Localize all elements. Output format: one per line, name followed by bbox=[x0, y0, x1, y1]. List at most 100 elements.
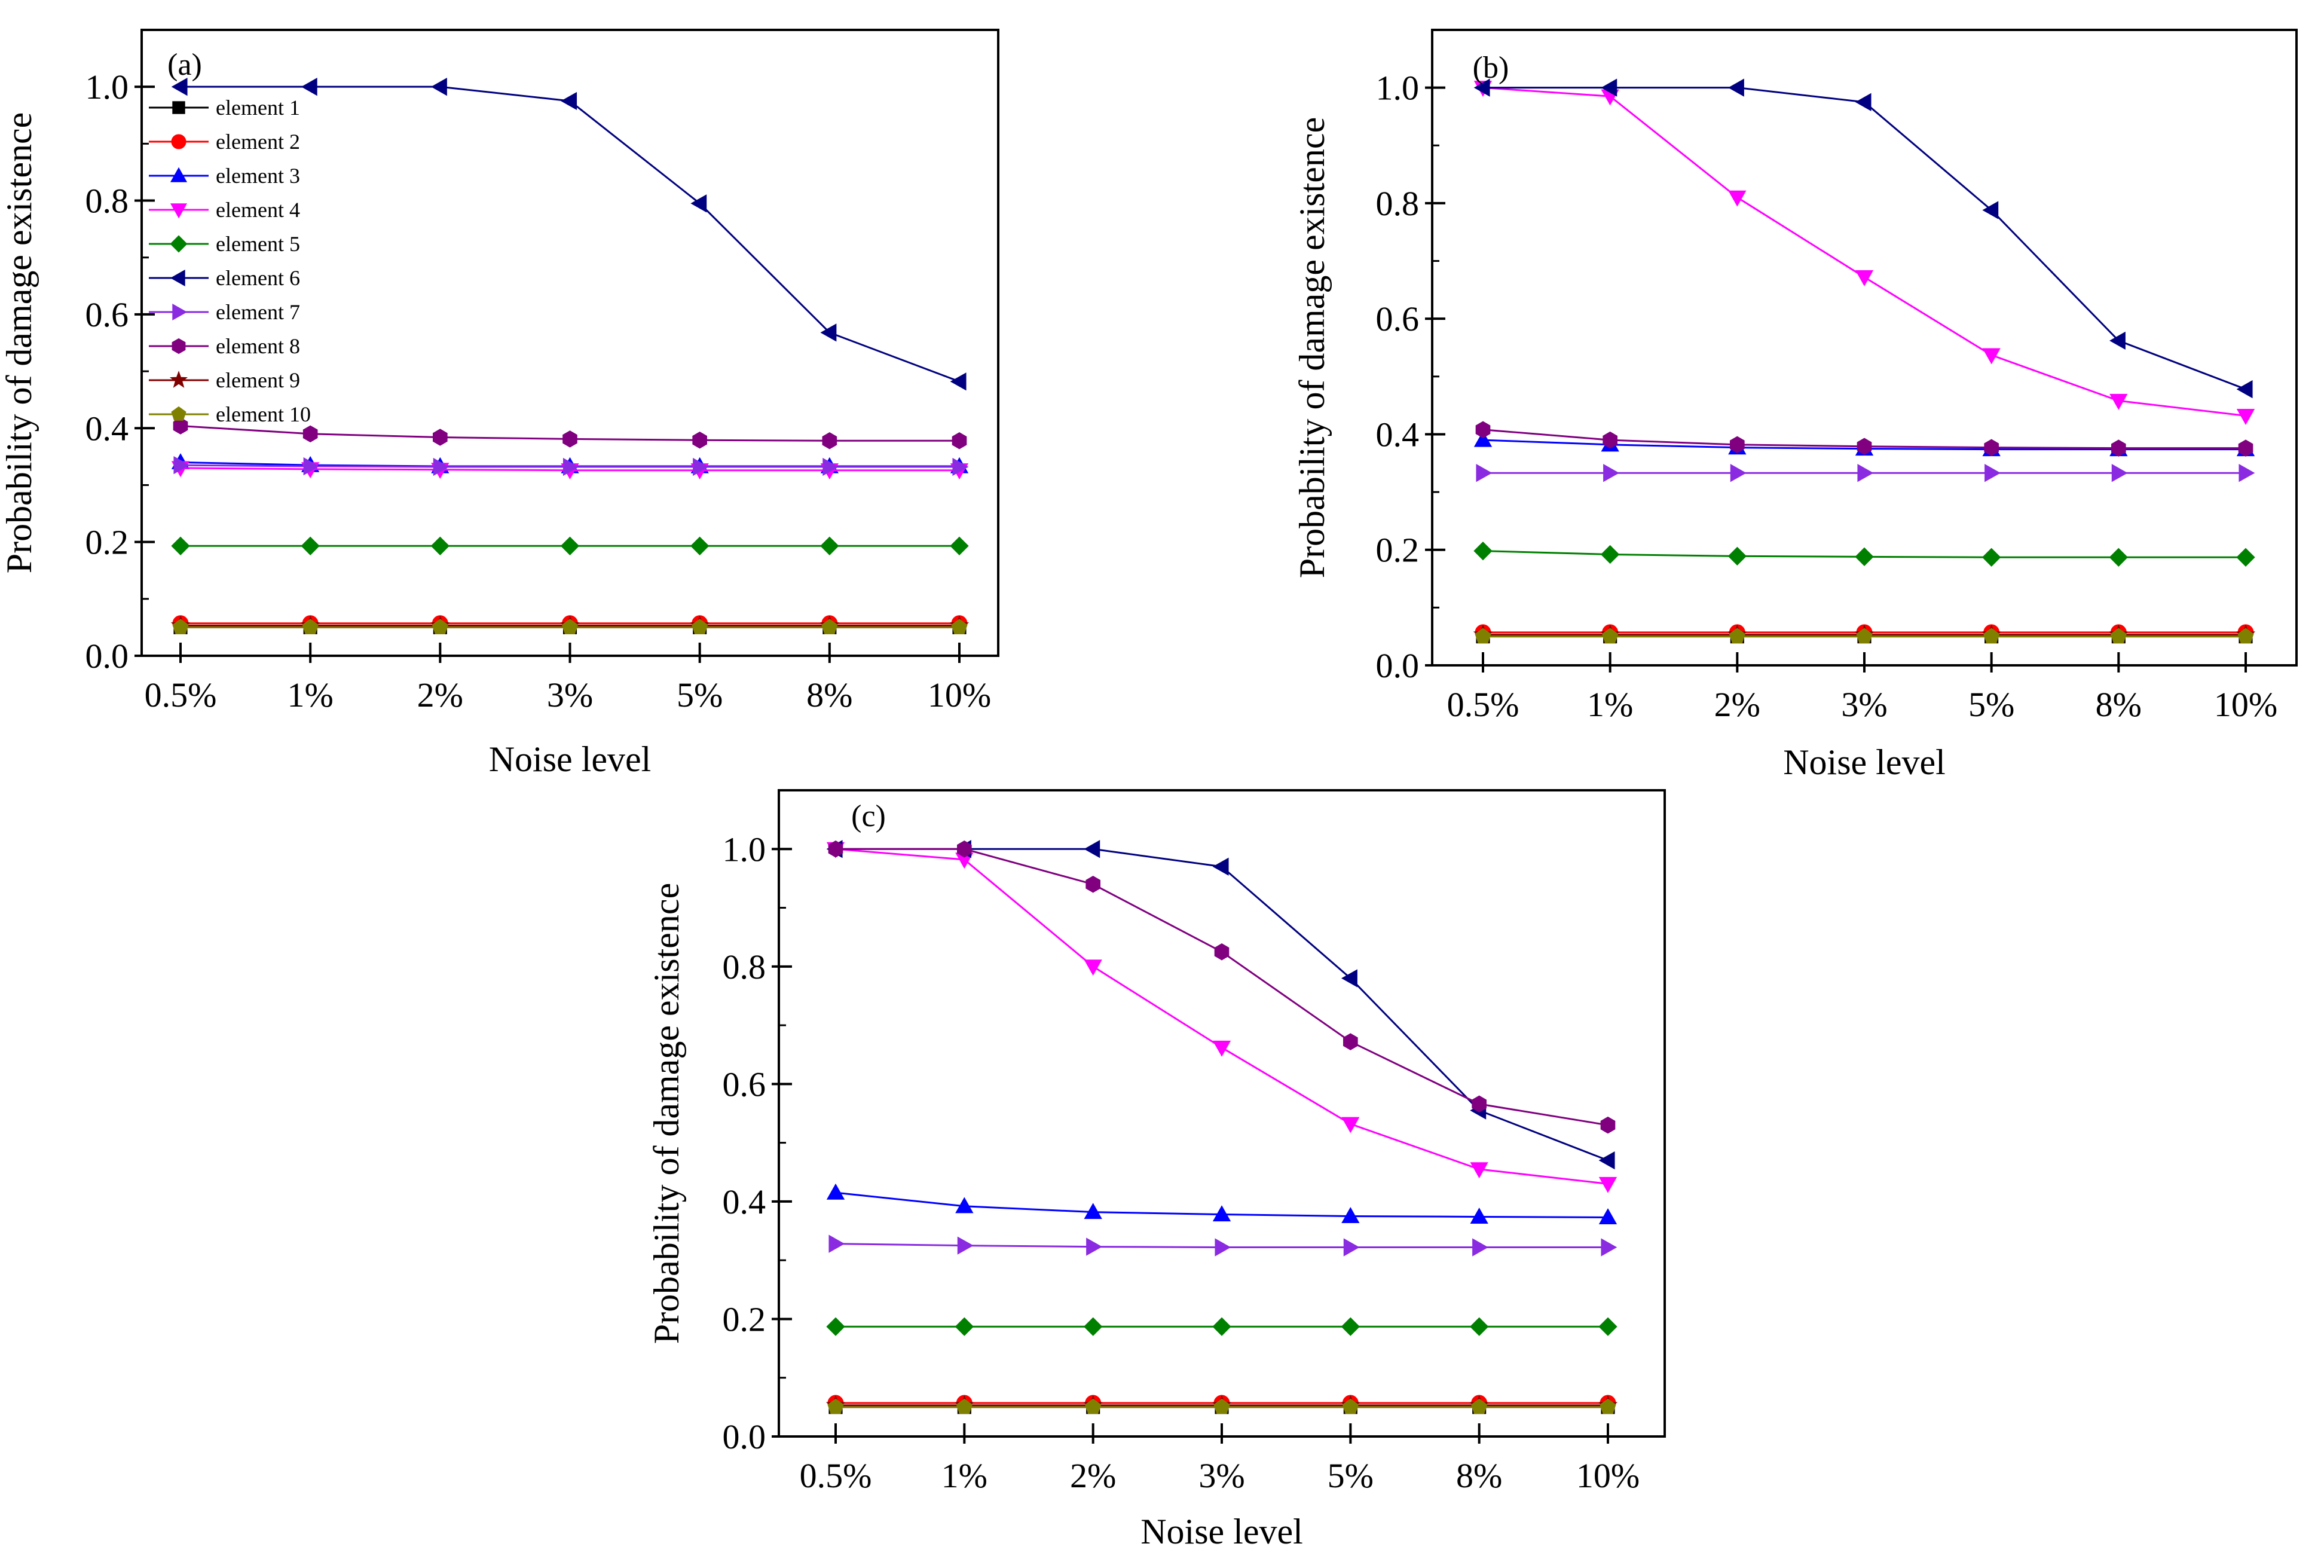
data-point-element-8-4 bbox=[1214, 943, 1230, 961]
y-axis-title: Probability of damage existence bbox=[0, 112, 39, 573]
data-point-element-4-6 bbox=[2109, 393, 2128, 410]
data-point-element-5-6 bbox=[2109, 548, 2128, 567]
x-tick-label: 8% bbox=[806, 676, 852, 714]
y-tick-label: 0.6 bbox=[723, 1065, 766, 1104]
panel-label: (b) bbox=[1473, 51, 1509, 85]
data-point-element-8-4 bbox=[1857, 438, 1872, 455]
data-point-element-4-3 bbox=[1084, 959, 1102, 976]
y-tick-label: 0.8 bbox=[85, 182, 129, 221]
legend-marker bbox=[170, 235, 188, 253]
legend-marker bbox=[171, 134, 186, 149]
data-point-element-8-5 bbox=[1343, 1033, 1358, 1050]
series-element-8 bbox=[828, 840, 1616, 1134]
data-point-element-7-1 bbox=[1476, 464, 1493, 482]
x-tick-label: 10% bbox=[928, 676, 991, 714]
series-element-10 bbox=[172, 619, 968, 634]
legend-marker bbox=[170, 203, 188, 219]
series-element-5 bbox=[1473, 542, 2255, 567]
x-tick-label: 0.5% bbox=[800, 1456, 872, 1495]
data-point-element-10-5 bbox=[1342, 1398, 1359, 1414]
data-point-element-6-4 bbox=[561, 91, 577, 111]
data-point-element-5-5 bbox=[1982, 548, 2001, 567]
x-tick-label: 3% bbox=[547, 676, 593, 714]
panel-label: (c) bbox=[851, 799, 886, 833]
y-tick-label: 0.0 bbox=[1376, 646, 1420, 685]
x-axis-title: Noise level bbox=[489, 739, 652, 779]
data-point-element-10-7 bbox=[1600, 1398, 1616, 1414]
data-point-element-7-2 bbox=[957, 1236, 974, 1255]
x-tick-label: 1% bbox=[941, 1456, 987, 1495]
data-point-element-7-1 bbox=[828, 1234, 845, 1253]
data-point-element-6-5 bbox=[1341, 969, 1357, 988]
data-point-element-7-6 bbox=[2111, 464, 2128, 482]
data-point-element-8-1 bbox=[173, 417, 188, 435]
legend-item-element-3: element 3 bbox=[149, 164, 300, 188]
series-element-3 bbox=[826, 1183, 1617, 1224]
data-point-element-10-3 bbox=[432, 619, 448, 634]
series-element-5 bbox=[826, 1317, 1617, 1336]
data-point-element-5-4 bbox=[560, 536, 580, 555]
data-point-element-3-3 bbox=[1084, 1203, 1102, 1219]
y-tick-label: 0.8 bbox=[723, 947, 766, 986]
data-point-element-7-4 bbox=[562, 457, 579, 476]
x-axis-title: Noise level bbox=[1783, 742, 1946, 782]
series-element-4 bbox=[826, 842, 1617, 1193]
data-point-element-7-7 bbox=[2239, 464, 2255, 482]
y-axis-title: Probability of damage existence bbox=[647, 883, 686, 1344]
y-tick-label: 0.0 bbox=[723, 1417, 766, 1456]
data-point-element-6-6 bbox=[2109, 331, 2126, 350]
data-point-element-10-5 bbox=[692, 619, 708, 634]
data-point-element-8-1 bbox=[1475, 421, 1491, 438]
legend: element 1 element 2 element 3 element 4 elem… bbox=[149, 96, 311, 426]
x-tick-label: 2% bbox=[417, 676, 463, 714]
legend-label: element 8 bbox=[216, 334, 300, 358]
legend-label: element 4 bbox=[216, 198, 300, 222]
data-point-element-5-4 bbox=[1855, 547, 1874, 566]
series-element-6 bbox=[1473, 78, 2253, 399]
data-point-element-8-2 bbox=[1603, 431, 1617, 449]
data-point-element-5-2 bbox=[955, 1317, 974, 1336]
data-point-element-8-5 bbox=[1984, 439, 1999, 456]
legend-label: element 5 bbox=[216, 232, 300, 256]
data-point-element-10-1 bbox=[827, 1398, 844, 1414]
data-point-element-4-7 bbox=[1598, 1176, 1617, 1193]
legend-item-element-5: element 5 bbox=[149, 232, 300, 256]
data-point-element-10-6 bbox=[821, 619, 838, 634]
y-tick-label: 0.6 bbox=[1376, 299, 1420, 338]
data-point-element-10-5 bbox=[1983, 628, 2000, 644]
x-tick-label: 1% bbox=[1587, 685, 1633, 724]
y-tick-label: 0.4 bbox=[1376, 415, 1420, 454]
legend-marker bbox=[172, 303, 188, 321]
x-tick-label: 0.5% bbox=[1447, 685, 1519, 724]
y-axis-title: Probability of damage existence bbox=[1292, 117, 1332, 578]
data-point-element-3-1 bbox=[1473, 430, 1493, 447]
data-point-element-8-5 bbox=[692, 432, 707, 449]
data-point-element-10-7 bbox=[951, 619, 968, 634]
x-tick-label: 0.5% bbox=[145, 676, 217, 714]
data-point-element-10-4 bbox=[561, 619, 579, 634]
data-point-element-8-6 bbox=[822, 432, 837, 450]
series-element-10 bbox=[1475, 628, 2254, 644]
legend-marker bbox=[172, 101, 185, 114]
data-point-element-10-6 bbox=[2110, 628, 2127, 644]
y-tick-label: 0.4 bbox=[723, 1182, 766, 1221]
data-point-element-10-1 bbox=[1475, 628, 1491, 644]
data-point-element-5-3 bbox=[1727, 546, 1747, 566]
y-tick-label: 0.6 bbox=[85, 295, 129, 334]
data-point-element-5-7 bbox=[950, 536, 969, 555]
legend-marker bbox=[170, 167, 188, 182]
data-point-element-10-4 bbox=[1213, 1398, 1230, 1414]
data-point-element-5-1 bbox=[826, 1317, 845, 1336]
data-point-element-10-2 bbox=[1602, 628, 1619, 644]
data-point-element-6-2 bbox=[301, 78, 317, 96]
data-point-element-7-5 bbox=[1343, 1238, 1360, 1257]
data-point-element-3-6 bbox=[1470, 1208, 1488, 1224]
data-point-element-5-7 bbox=[2236, 548, 2255, 567]
series-element-10 bbox=[827, 1398, 1616, 1414]
y-tick-label: 0.0 bbox=[85, 637, 129, 676]
legend-label: element 10 bbox=[216, 402, 311, 426]
data-point-element-4-5 bbox=[1982, 348, 2001, 365]
data-point-element-7-2 bbox=[303, 457, 320, 476]
data-point-element-5-2 bbox=[1601, 545, 1620, 564]
